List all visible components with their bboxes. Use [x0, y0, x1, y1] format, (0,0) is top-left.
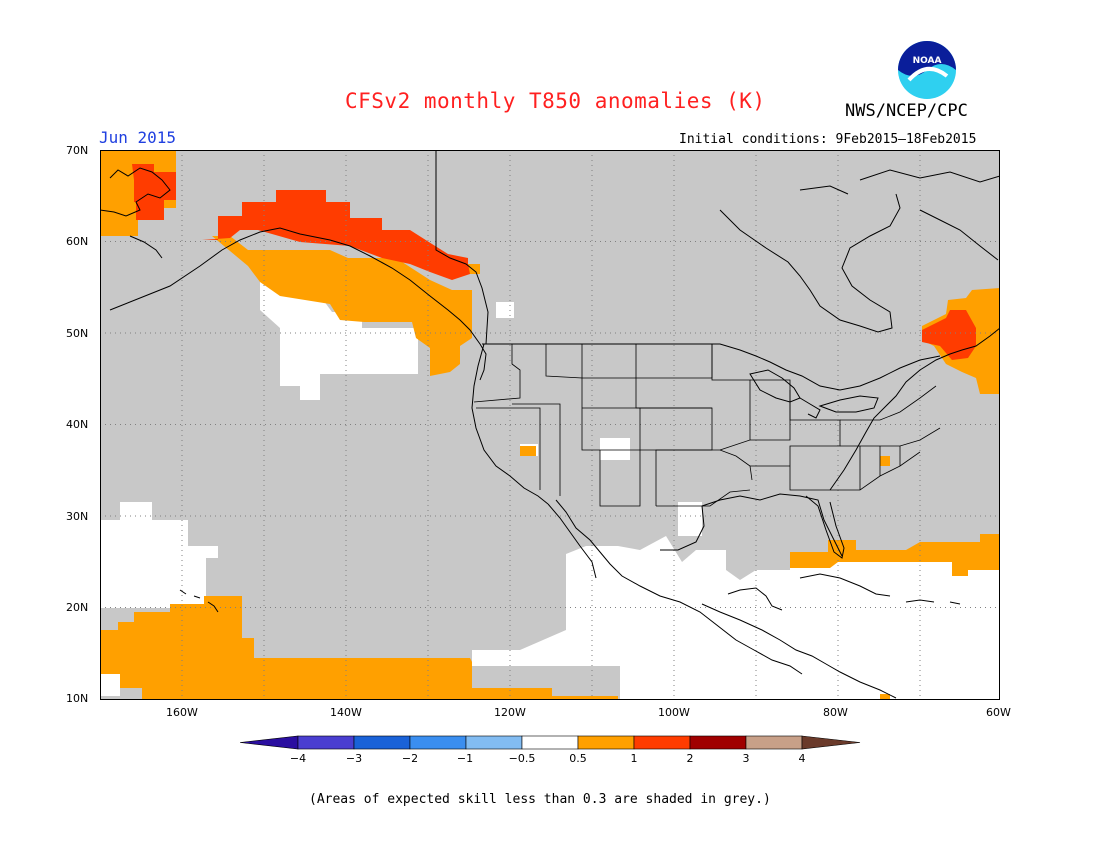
noaa-logo-text: NOAA — [913, 56, 942, 66]
lat-label-60n: 60N — [66, 235, 89, 248]
colorbar-swatch — [353, 735, 411, 750]
lon-label-140w: 140W — [330, 706, 362, 719]
map-frame — [100, 150, 1000, 700]
colorbar-swatch — [633, 735, 691, 750]
map-title: CFSv2 monthly T850 anomalies (K) — [345, 89, 766, 113]
initial-conditions: Initial conditions: 9Feb2015–18Feb2015 — [679, 132, 977, 147]
lat-label-50n: 50N — [66, 327, 89, 340]
colorbar-swatches — [240, 735, 861, 750]
colorbar-swatch — [409, 735, 467, 750]
lat-label-40n: 40N — [66, 418, 89, 431]
colorbar-swatch — [689, 735, 747, 750]
state-boundaries — [473, 343, 941, 507]
colorbar-tick-label: −1 — [457, 752, 473, 765]
colorbar-tick-label: −4 — [290, 752, 306, 765]
lat-label-70n: 70N — [66, 144, 89, 157]
colorbar-tick-label: −0.5 — [509, 752, 536, 765]
lat-label-10n: 10N — [66, 692, 89, 705]
anomaly-map — [100, 150, 1000, 700]
skill-note: (Areas of expected skill less than 0.3 a… — [309, 792, 771, 807]
colorbar-swatch — [521, 735, 579, 750]
lon-label-160w: 160W — [166, 706, 198, 719]
lon-label-100w: 100W — [658, 706, 690, 719]
colorbar-tick-label: 1 — [631, 752, 638, 765]
colorbar-tick-label: 3 — [743, 752, 750, 765]
colorbar-tick-label: 4 — [799, 752, 806, 765]
colorbar-tick-label: 0.5 — [569, 752, 587, 765]
colorbar-swatch — [577, 735, 635, 750]
coastlines — [100, 150, 1000, 699]
colorbar-swatch — [297, 735, 355, 750]
lon-label-60w: 60W — [986, 706, 1011, 719]
noaa-logo: NOAA — [898, 41, 956, 99]
colorbar-right-arrow — [801, 735, 861, 750]
agency-label: NWS/NCEP/CPC — [845, 101, 968, 121]
lat-label-30n: 30N — [66, 510, 89, 523]
forecast-month: Jun 2015 — [99, 128, 177, 147]
colorbar-tick-label: 2 — [687, 752, 694, 765]
lat-label-20n: 20N — [66, 601, 89, 614]
colorbar-ticks: −4 −3 −2 −1 −0.5 0.5 1 2 3 4 — [290, 752, 806, 765]
graticule — [100, 150, 1000, 700]
colorbar-tick-label: −2 — [402, 752, 418, 765]
colorbar-swatch — [465, 735, 523, 750]
colorbar: −4 −3 −2 −1 −0.5 0.5 1 2 3 4 — [240, 735, 861, 765]
lon-label-120w: 120W — [494, 706, 526, 719]
lon-label-80w: 80W — [823, 706, 848, 719]
strong-warm-anomaly-regions — [132, 164, 976, 360]
colorbar-tick-label: −3 — [346, 752, 362, 765]
colorbar-swatch — [745, 735, 803, 750]
colorbar-left-arrow — [240, 735, 299, 750]
